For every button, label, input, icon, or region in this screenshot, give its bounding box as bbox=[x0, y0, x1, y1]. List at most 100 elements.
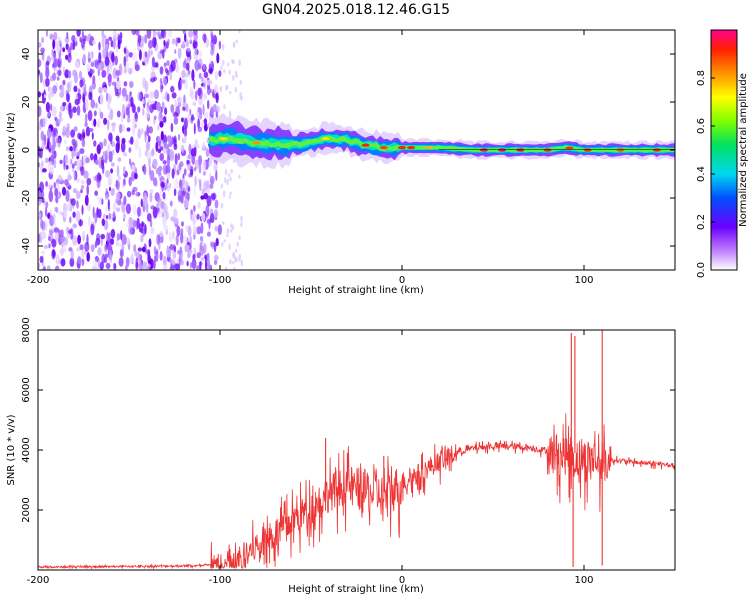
noise-speckle bbox=[141, 35, 145, 43]
noise-speckle bbox=[46, 127, 52, 139]
noise-speckle bbox=[228, 195, 232, 199]
noise-speckle bbox=[61, 186, 67, 196]
noise-speckle bbox=[161, 92, 165, 101]
noise-speckle bbox=[107, 175, 113, 185]
noise-speckle bbox=[152, 158, 158, 168]
noise-speckle bbox=[110, 187, 115, 197]
noise-speckle bbox=[143, 195, 148, 208]
y-tick-label: 40 bbox=[21, 48, 32, 61]
ridge-peak bbox=[321, 137, 330, 141]
ridge-peak bbox=[398, 146, 406, 150]
noise-speckle bbox=[121, 111, 124, 123]
noise-speckle bbox=[140, 234, 144, 243]
noise-speckle bbox=[162, 160, 167, 165]
noise-speckle bbox=[132, 203, 137, 216]
noise-speckle bbox=[233, 267, 236, 270]
noise-speckle bbox=[164, 107, 168, 115]
noise-speckle bbox=[226, 230, 229, 234]
noise-speckle bbox=[166, 154, 171, 166]
noise-speckle bbox=[114, 32, 119, 38]
noise-speckle bbox=[213, 163, 218, 172]
noise-speckle bbox=[168, 232, 172, 243]
noise-speckle bbox=[163, 39, 166, 47]
noise-speckle bbox=[130, 136, 134, 145]
noise-speckle bbox=[81, 204, 84, 215]
noise-speckle bbox=[215, 70, 218, 81]
noise-speckle bbox=[238, 235, 241, 240]
noise-speckle bbox=[193, 122, 196, 135]
noise-speckle bbox=[234, 86, 237, 93]
noise-speckle bbox=[209, 183, 214, 190]
noise-speckle bbox=[125, 257, 130, 268]
noise-speckle bbox=[156, 234, 160, 245]
noise-speckle bbox=[112, 67, 118, 79]
noise-speckle bbox=[170, 60, 176, 72]
noise-speckle bbox=[65, 164, 69, 170]
y-tick-label: -40 bbox=[21, 238, 32, 254]
noise-speckle bbox=[185, 39, 189, 48]
noise-speckle bbox=[228, 243, 231, 251]
noise-speckle bbox=[101, 218, 106, 227]
noise-speckle bbox=[187, 186, 190, 192]
noise-speckle bbox=[54, 231, 59, 242]
noise-speckle bbox=[64, 154, 68, 166]
noise-speckle bbox=[74, 98, 80, 106]
noise-speckle bbox=[181, 69, 186, 79]
noise-speckle bbox=[144, 224, 147, 235]
noise-speckle bbox=[187, 30, 194, 38]
noise-speckle bbox=[51, 105, 57, 117]
noise-speckle bbox=[193, 167, 197, 172]
noise-speckle bbox=[118, 63, 123, 76]
noise-speckle bbox=[159, 66, 164, 75]
noise-speckle bbox=[38, 212, 42, 219]
noise-speckle bbox=[184, 33, 187, 43]
noise-speckle bbox=[195, 90, 198, 101]
noise-speckle bbox=[102, 37, 105, 50]
noise-speckle bbox=[224, 168, 228, 176]
noise-speckle bbox=[223, 190, 226, 198]
noise-speckle bbox=[109, 238, 115, 246]
noise-speckle bbox=[137, 44, 141, 52]
noise-speckle bbox=[174, 153, 178, 166]
noise-speckle bbox=[77, 256, 82, 265]
colorbar-gradient bbox=[710, 29, 738, 271]
noise-speckle bbox=[152, 260, 156, 270]
noise-speckle bbox=[149, 192, 153, 203]
noise-speckle bbox=[117, 39, 121, 50]
noise-speckle bbox=[201, 188, 205, 195]
noise-speckle bbox=[43, 244, 49, 249]
noise-speckle bbox=[227, 173, 231, 177]
noise-speckle bbox=[135, 190, 138, 197]
noise-speckle bbox=[40, 231, 47, 240]
noise-speckle bbox=[201, 76, 204, 83]
noise-speckle bbox=[213, 209, 219, 219]
noise-speckle bbox=[97, 257, 101, 269]
noise-speckle bbox=[45, 67, 50, 79]
noise-speckle bbox=[210, 106, 214, 115]
noise-speckle bbox=[57, 210, 62, 215]
noise-speckle bbox=[123, 81, 128, 87]
noise-speckle bbox=[135, 257, 139, 269]
noise-speckle bbox=[94, 190, 98, 196]
noise-speckle bbox=[183, 180, 189, 192]
noise-speckle bbox=[163, 203, 168, 215]
noise-speckle bbox=[164, 78, 167, 86]
noise-speckle bbox=[107, 119, 110, 131]
noise-speckle bbox=[68, 247, 73, 252]
noise-speckle bbox=[202, 141, 206, 150]
noise-speckle bbox=[137, 34, 142, 43]
noise-speckle bbox=[75, 247, 81, 252]
noise-speckle bbox=[46, 141, 50, 150]
noise-speckle bbox=[203, 243, 207, 254]
noise-speckle bbox=[74, 71, 77, 78]
noise-speckle bbox=[76, 105, 81, 116]
noise-speckle bbox=[138, 146, 142, 159]
noise-speckle bbox=[38, 42, 42, 48]
noise-speckle bbox=[111, 52, 115, 63]
noise-speckle bbox=[214, 199, 219, 209]
noise-speckle bbox=[60, 258, 66, 267]
noise-speckle bbox=[80, 184, 85, 190]
noise-speckle bbox=[221, 241, 224, 247]
noise-speckle bbox=[189, 262, 192, 269]
noise-speckle bbox=[105, 194, 109, 201]
